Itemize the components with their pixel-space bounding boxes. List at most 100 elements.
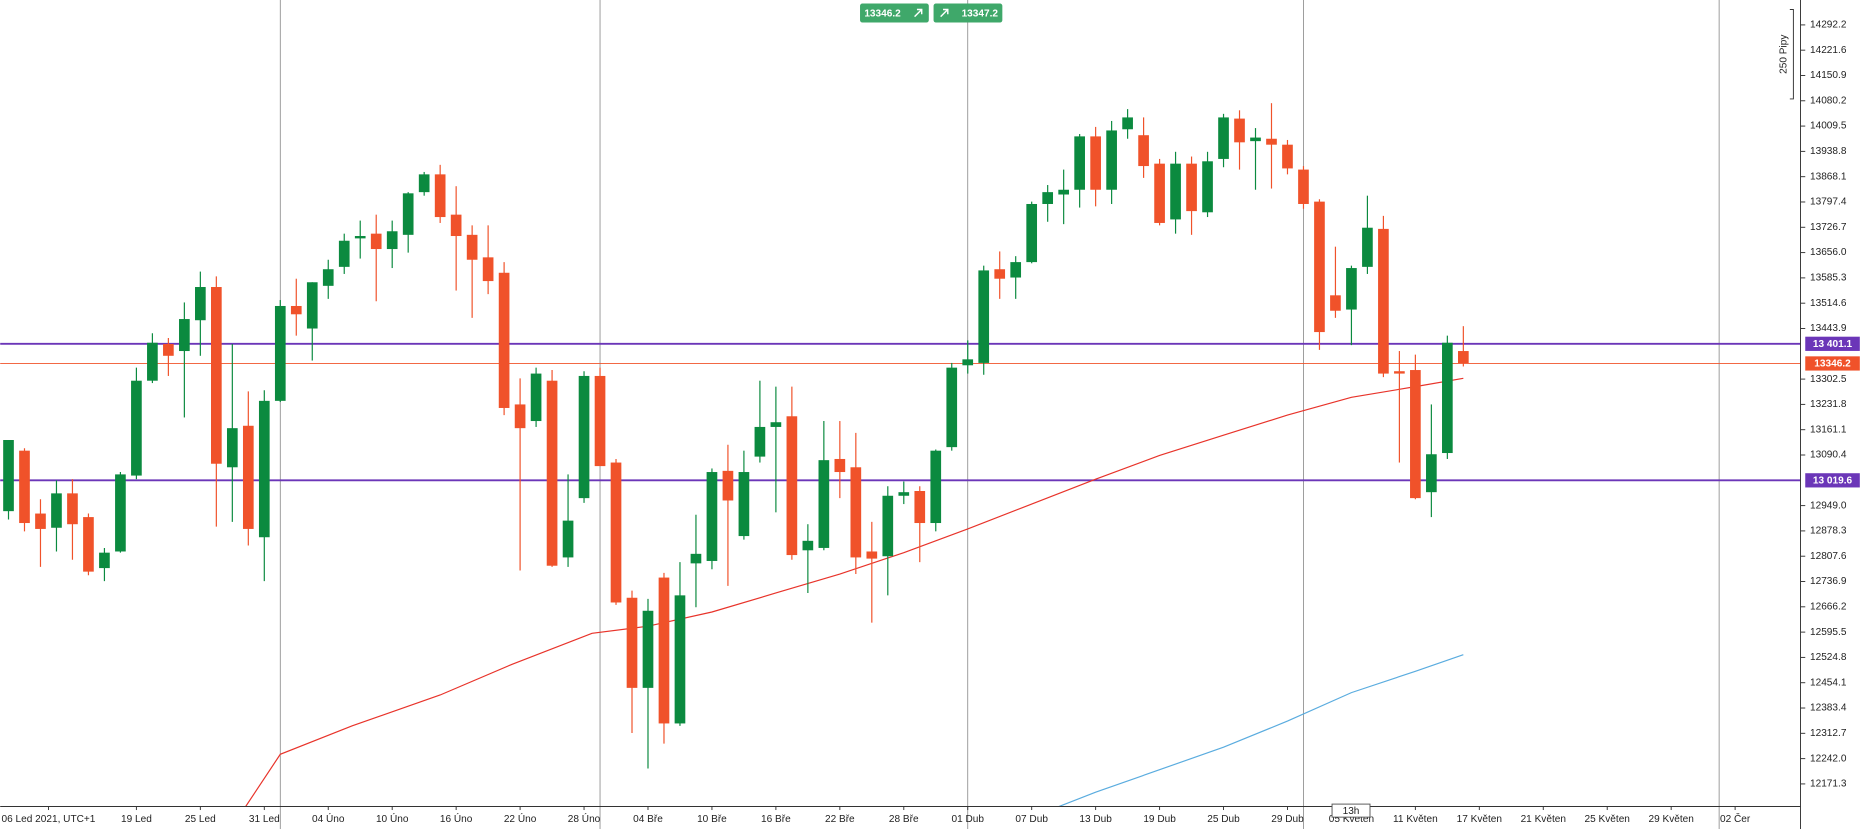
candle-body — [1218, 117, 1229, 159]
x-tick-label: 25 Dub — [1207, 814, 1240, 825]
x-tick-label: 01 Dub — [951, 814, 984, 825]
price-level-box — [1805, 336, 1860, 351]
candle-body — [1266, 138, 1277, 145]
x-tick-label: 25 Květen — [1585, 814, 1630, 825]
candle-body — [834, 458, 846, 473]
candle-body — [19, 450, 30, 524]
y-tick-label: 14150.9 — [1810, 70, 1847, 81]
x-tick-label: 07 Dub — [1015, 814, 1048, 825]
y-tick-label: 12312.7 — [1810, 728, 1847, 739]
x-tick-label: 29 Květen — [1648, 814, 1693, 825]
y-tick-label: 12736.9 — [1810, 576, 1847, 587]
timeframe-label: 13h — [1343, 806, 1360, 817]
candle-body — [179, 319, 190, 352]
candle-body — [1042, 192, 1054, 204]
candle-body — [610, 462, 622, 603]
price-level-label: 13346.2 — [1814, 359, 1851, 370]
candle-body — [1202, 161, 1213, 213]
y-tick-label: 12524.8 — [1810, 652, 1847, 663]
candle-body — [1442, 342, 1453, 454]
bid-badge[interactable]: 13346.2 — [860, 3, 929, 23]
candle-body — [754, 426, 766, 457]
pip-scale-label: 250 Pipy — [1779, 34, 1790, 74]
candle-body — [1346, 268, 1357, 310]
candle-body — [434, 174, 446, 218]
y-tick-label: 12666.2 — [1810, 601, 1847, 612]
bid-arrow-head — [916, 8, 923, 15]
x-tick-label: 05 Květen — [1329, 814, 1374, 825]
candle-body — [898, 492, 910, 496]
candle-body — [642, 610, 654, 688]
y-tick-label: 12383.4 — [1810, 703, 1847, 714]
y-tick-label: 13938.8 — [1810, 146, 1847, 157]
ask-box[interactable] — [933, 3, 1003, 23]
candle-body — [914, 491, 926, 524]
candle-body — [242, 425, 254, 529]
y-tick-label: 13302.5 — [1810, 374, 1847, 385]
candle-body — [1250, 137, 1261, 142]
y-tick-label: 13868.1 — [1810, 171, 1847, 182]
y-tick-label: 13161.1 — [1810, 424, 1847, 435]
pip-scale-bar — [1789, 9, 1794, 100]
candle-body — [306, 282, 318, 329]
ask-badge[interactable]: 13347.2 — [933, 3, 1003, 23]
bid-price[interactable]: 13346.2 — [864, 8, 901, 19]
price-level-label: 13 019.6 — [1813, 476, 1853, 487]
x-tick-label: 10 Bře — [697, 814, 727, 825]
candle-body — [578, 375, 590, 499]
x-tick-label: 02 Čer — [1720, 812, 1751, 825]
y-tick-label: 13726.7 — [1810, 222, 1847, 233]
y-tick-label: 14080.2 — [1810, 95, 1847, 106]
ask-price[interactable]: 13347.2 — [962, 8, 999, 19]
x-tick-label: 29 Dub — [1271, 814, 1304, 825]
candle-body — [514, 404, 526, 429]
candle-body — [562, 520, 574, 558]
y-tick-label: 12878.3 — [1810, 526, 1847, 537]
candle-body — [994, 269, 1006, 279]
x-tick-label: 31 Led — [249, 814, 280, 825]
x-tick-label: 11 Květen — [1393, 814, 1438, 825]
candle-body — [850, 467, 862, 558]
candle-body — [978, 270, 990, 363]
y-tick-label: 12949.0 — [1810, 500, 1847, 511]
candle-body — [195, 287, 206, 321]
y-tick-label: 14009.5 — [1810, 121, 1847, 132]
y-tick-label: 14221.6 — [1810, 45, 1847, 56]
candle-body — [163, 343, 174, 356]
x-tick-label: 06 Led 2021, UTC+1 — [2, 814, 96, 825]
y-tick-label: 13443.9 — [1810, 323, 1847, 334]
y-tick-label: 12171.3 — [1810, 779, 1847, 790]
y-tick-label: 13656.0 — [1810, 247, 1847, 258]
candle-body — [818, 460, 830, 548]
candle-body — [1378, 228, 1389, 374]
candle-body — [482, 257, 494, 282]
x-tick-label: 21 Květen — [1521, 814, 1566, 825]
candle-body — [802, 540, 814, 551]
candle-body — [722, 470, 734, 501]
candle-body — [386, 231, 398, 250]
candle-body — [1426, 454, 1437, 493]
bid-arrow — [914, 8, 923, 18]
price-level-label: 13 401.1 — [1813, 339, 1853, 350]
y-tick-label: 13585.3 — [1810, 273, 1847, 284]
candle-body — [226, 428, 238, 468]
x-tick-label: 17 Květen — [1457, 814, 1502, 825]
x-tick-label: 22 Úno — [504, 812, 537, 825]
candle-body — [946, 367, 958, 448]
candle-body — [370, 233, 382, 250]
ask-arrow — [940, 8, 949, 18]
candle-body — [690, 553, 702, 564]
candle-body — [1394, 371, 1405, 374]
candle-body — [3, 440, 14, 512]
candle-body — [930, 450, 942, 524]
candle-body — [882, 495, 894, 557]
candle-body — [1154, 163, 1165, 223]
candle-body — [1234, 118, 1245, 143]
candle-body — [594, 375, 606, 467]
candle-body — [962, 359, 974, 366]
timeframe-box — [1331, 803, 1371, 818]
bid-box[interactable] — [860, 3, 929, 23]
candle-body — [786, 416, 798, 556]
